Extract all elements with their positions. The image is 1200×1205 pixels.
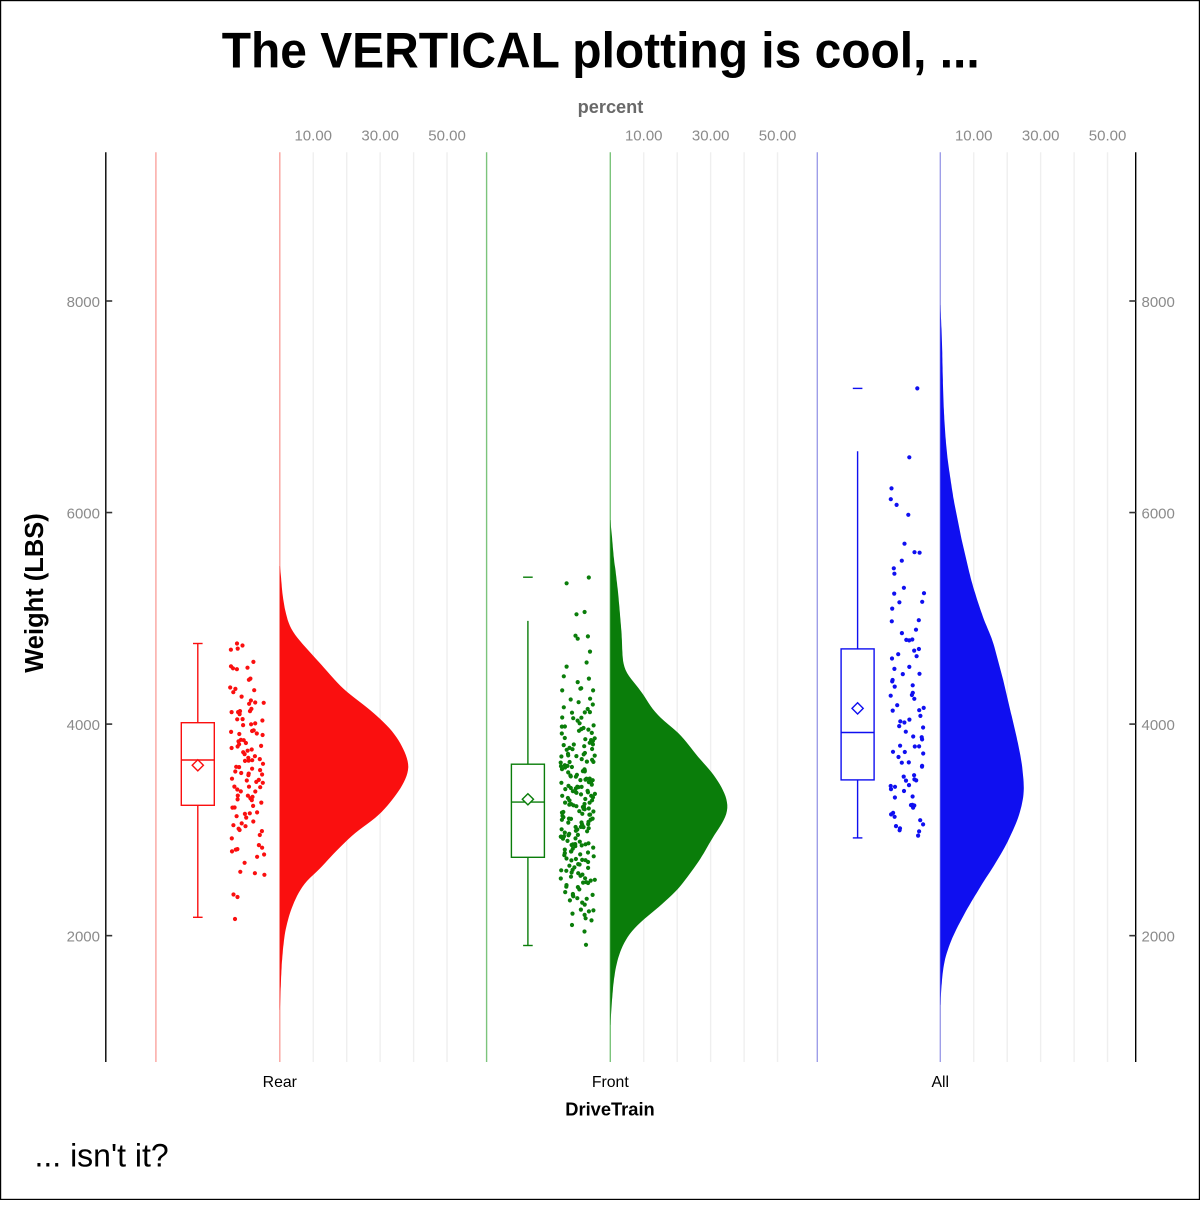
svg-text:10.00: 10.00 xyxy=(294,127,332,144)
svg-text:50.00: 50.00 xyxy=(1089,127,1127,144)
svg-text:4000: 4000 xyxy=(67,717,100,734)
svg-text:10.00: 10.00 xyxy=(625,127,663,144)
svg-text:8000: 8000 xyxy=(1142,294,1175,311)
svg-text:Rear: Rear xyxy=(263,1074,297,1091)
svg-text:percent: percent xyxy=(578,97,644,117)
svg-text:30.00: 30.00 xyxy=(361,127,399,144)
svg-text:... isn't it?: ... isn't it? xyxy=(35,1137,169,1173)
svg-text:30.00: 30.00 xyxy=(1022,127,1060,144)
svg-text:50.00: 50.00 xyxy=(428,127,466,144)
svg-text:2000: 2000 xyxy=(1142,929,1175,946)
svg-text:2000: 2000 xyxy=(67,929,100,946)
svg-text:30.00: 30.00 xyxy=(692,127,730,144)
svg-text:10.00: 10.00 xyxy=(955,127,993,144)
svg-text:50.00: 50.00 xyxy=(759,127,797,144)
svg-text:4000: 4000 xyxy=(1142,717,1175,734)
svg-text:6000: 6000 xyxy=(1142,505,1175,522)
svg-text:Weight (LBS): Weight (LBS) xyxy=(21,513,49,673)
svg-text:DriveTrain: DriveTrain xyxy=(565,1099,654,1120)
svg-text:8000: 8000 xyxy=(67,294,100,311)
svg-text:The VERTICAL plotting is cool,: The VERTICAL plotting is cool, ... xyxy=(222,23,980,79)
svg-text:All: All xyxy=(932,1074,950,1091)
svg-text:Front: Front xyxy=(592,1074,629,1091)
svg-text:6000: 6000 xyxy=(67,505,100,522)
